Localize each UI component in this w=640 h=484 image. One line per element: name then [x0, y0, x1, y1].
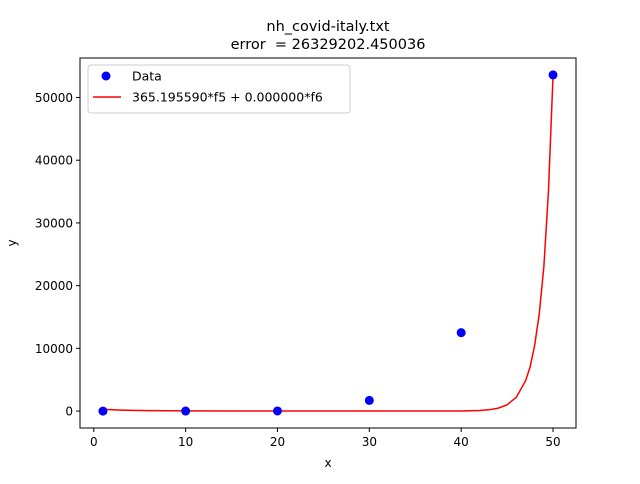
fit-curve-line — [102, 75, 554, 412]
data-point — [181, 406, 191, 416]
data-point — [98, 406, 108, 416]
data-point — [548, 70, 558, 80]
x-axis-label: x — [324, 456, 331, 470]
y-tick-label: 50000 — [35, 91, 73, 105]
x-tick-label: 20 — [270, 435, 285, 449]
y-tick-label: 40000 — [35, 154, 73, 168]
axes-frame — [79, 57, 577, 429]
x-tick-label: 0 — [90, 435, 98, 449]
legend-fit-label: 365.195590*f5 + 0.000000*f6 — [132, 90, 323, 105]
data-point — [364, 395, 374, 405]
legend: Data 365.195590*f5 + 0.000000*f6 — [87, 64, 351, 114]
legend-frame — [87, 64, 351, 114]
data-point — [272, 406, 282, 416]
legend-data-marker — [101, 71, 111, 81]
legend-data-label: Data — [132, 69, 162, 84]
y-tick-label: 0 — [65, 405, 73, 419]
y-tick-label: 30000 — [35, 216, 73, 230]
chart-title-line2: error = 26329202.450036 — [231, 37, 426, 53]
y-tick-label: 20000 — [35, 279, 73, 293]
x-tick-label: 50 — [545, 435, 560, 449]
chart-title-line1: nh_covid-italy.txt — [266, 19, 390, 35]
x-tick-label: 30 — [362, 435, 377, 449]
data-point — [456, 328, 466, 338]
x-tick-label: 40 — [454, 435, 469, 449]
x-tick-label: 10 — [178, 435, 193, 449]
y-tick-label: 10000 — [35, 342, 73, 356]
y-axis-label: y — [5, 239, 19, 246]
